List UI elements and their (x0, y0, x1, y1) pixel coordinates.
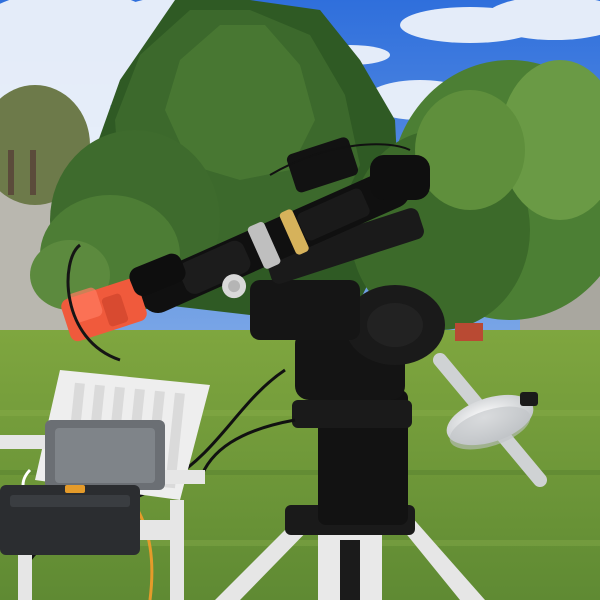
pier-clamp (292, 400, 412, 428)
telescope-tube (138, 168, 410, 314)
counterweight-assembly (433, 353, 547, 487)
guide-camera (286, 137, 430, 200)
equatorial-mount (250, 208, 445, 400)
equipment-case (0, 420, 165, 555)
plant-pot (455, 323, 483, 341)
dew-heater (129, 253, 186, 297)
astro-camera (61, 278, 147, 342)
